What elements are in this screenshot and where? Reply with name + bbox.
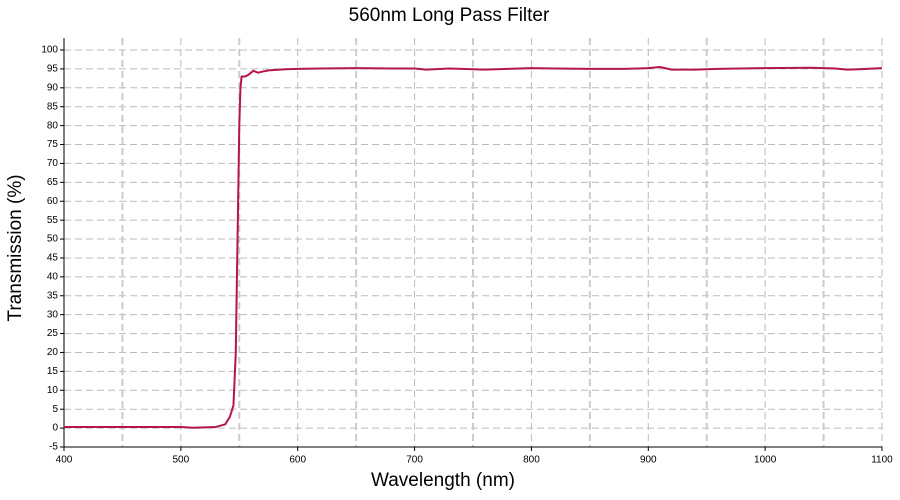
- y-tick-label: 75: [47, 139, 59, 150]
- chart-title: 560nm Long Pass Filter: [349, 5, 550, 26]
- y-axis-label: Transmission (%): [5, 174, 26, 321]
- y-tick-label: 35: [47, 290, 59, 301]
- x-axis-label: Wavelength (nm): [371, 470, 515, 491]
- y-tick-label: 10: [47, 385, 59, 396]
- y-tick-label: -5: [49, 442, 58, 453]
- y-tick-label: 30: [47, 309, 59, 320]
- y-tick-label: 80: [47, 120, 59, 131]
- x-tick-label: 1100: [871, 455, 893, 466]
- y-tick-label: 70: [47, 158, 59, 169]
- x-tick-label: 500: [173, 455, 190, 466]
- x-tick-label: 800: [523, 455, 540, 466]
- y-tick-label: 5: [52, 404, 58, 415]
- y-tick-label: 55: [47, 215, 59, 226]
- x-tick-label: 1000: [754, 455, 777, 466]
- y-tick-label: 45: [47, 253, 59, 264]
- y-tick-label: 65: [47, 177, 59, 188]
- y-tick-label: 85: [47, 101, 59, 112]
- y-tick-label: 90: [47, 82, 59, 93]
- y-tick-label: 60: [47, 196, 59, 207]
- y-tick-label: 100: [41, 45, 58, 56]
- y-tick-label: 0: [52, 423, 58, 434]
- x-tick-label: 400: [56, 455, 73, 466]
- x-tick-label: 600: [289, 455, 306, 466]
- y-tick-label: 95: [47, 64, 59, 75]
- x-tick-label: 900: [640, 455, 657, 466]
- y-tick-label: 25: [47, 328, 59, 339]
- y-tick-label: 20: [47, 347, 59, 358]
- y-tick-label: 15: [47, 366, 59, 377]
- y-tick-label: 50: [47, 234, 59, 245]
- data-line: [64, 66, 883, 429]
- y-tick-label: 40: [47, 271, 59, 282]
- x-tick-label: 700: [406, 455, 423, 466]
